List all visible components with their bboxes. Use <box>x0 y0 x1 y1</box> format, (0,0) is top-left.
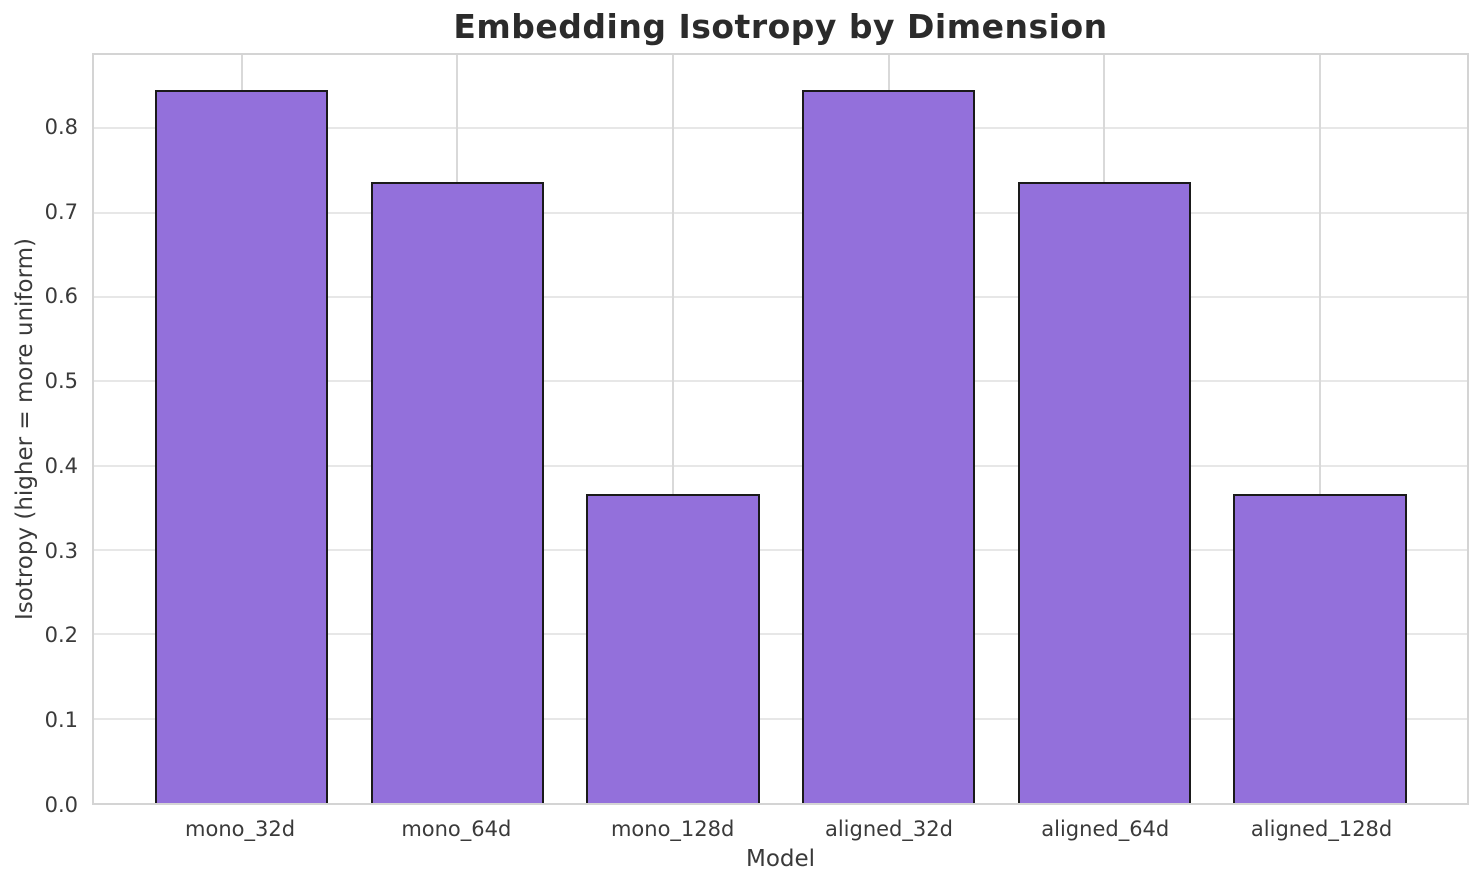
x-tick-label-aligned_32d: aligned_32d <box>824 817 953 841</box>
y-tick-label-0.3: 0.3 <box>44 538 78 563</box>
y-tick-label-0.5: 0.5 <box>44 369 78 394</box>
gridline-horizontal <box>94 211 1467 214</box>
bar-mono_32d <box>154 90 329 803</box>
plot-area <box>92 53 1469 805</box>
bar-aligned_64d <box>1017 182 1192 803</box>
gridline-horizontal <box>94 717 1467 720</box>
y-tick-label-0.1: 0.1 <box>44 708 78 733</box>
gridline-vertical <box>1319 55 1322 803</box>
gridline-horizontal <box>94 296 1467 299</box>
x-axis-tick-labels: mono_32d mono_64d mono_128d aligned_32d alig… <box>92 816 1469 842</box>
bar-mono_64d <box>370 182 545 803</box>
gridline-horizontal <box>94 549 1467 552</box>
x-tick-label-aligned_64d: aligned_64d <box>1041 817 1170 841</box>
y-tick-label-0.7: 0.7 <box>44 199 78 224</box>
bar-aligned_128d <box>1233 494 1407 803</box>
y-tick-label-0.8: 0.8 <box>44 114 78 139</box>
chart-title: Embedding Isotropy by Dimension <box>453 7 1108 46</box>
bar-mono_128d <box>586 494 760 803</box>
x-tick-label-mono_64d: mono_64d <box>401 817 512 841</box>
gridline-horizontal <box>94 464 1467 467</box>
gridline-horizontal <box>94 127 1467 130</box>
x-axis-label: Model <box>745 846 816 872</box>
y-tick-label-0.6: 0.6 <box>44 284 78 309</box>
bar-aligned_32d <box>801 90 976 803</box>
gridline-horizontal <box>94 380 1467 383</box>
y-tick-label-0.2: 0.2 <box>44 623 78 648</box>
y-tick-label-0.4: 0.4 <box>44 453 78 478</box>
gridline-vertical <box>671 55 674 803</box>
gridline-horizontal <box>94 633 1467 636</box>
y-axis-tick-labels: 0.0 0.1 0.2 0.3 0.4 0.5 0.6 0.7 0.8 <box>0 53 78 817</box>
x-tick-label-mono_128d: mono_128d <box>610 817 735 841</box>
x-tick-label-mono_32d: mono_32d <box>185 817 296 841</box>
y-tick-label-0.0: 0.0 <box>44 793 78 817</box>
x-tick-label-aligned_128d: aligned_128d <box>1250 817 1393 841</box>
